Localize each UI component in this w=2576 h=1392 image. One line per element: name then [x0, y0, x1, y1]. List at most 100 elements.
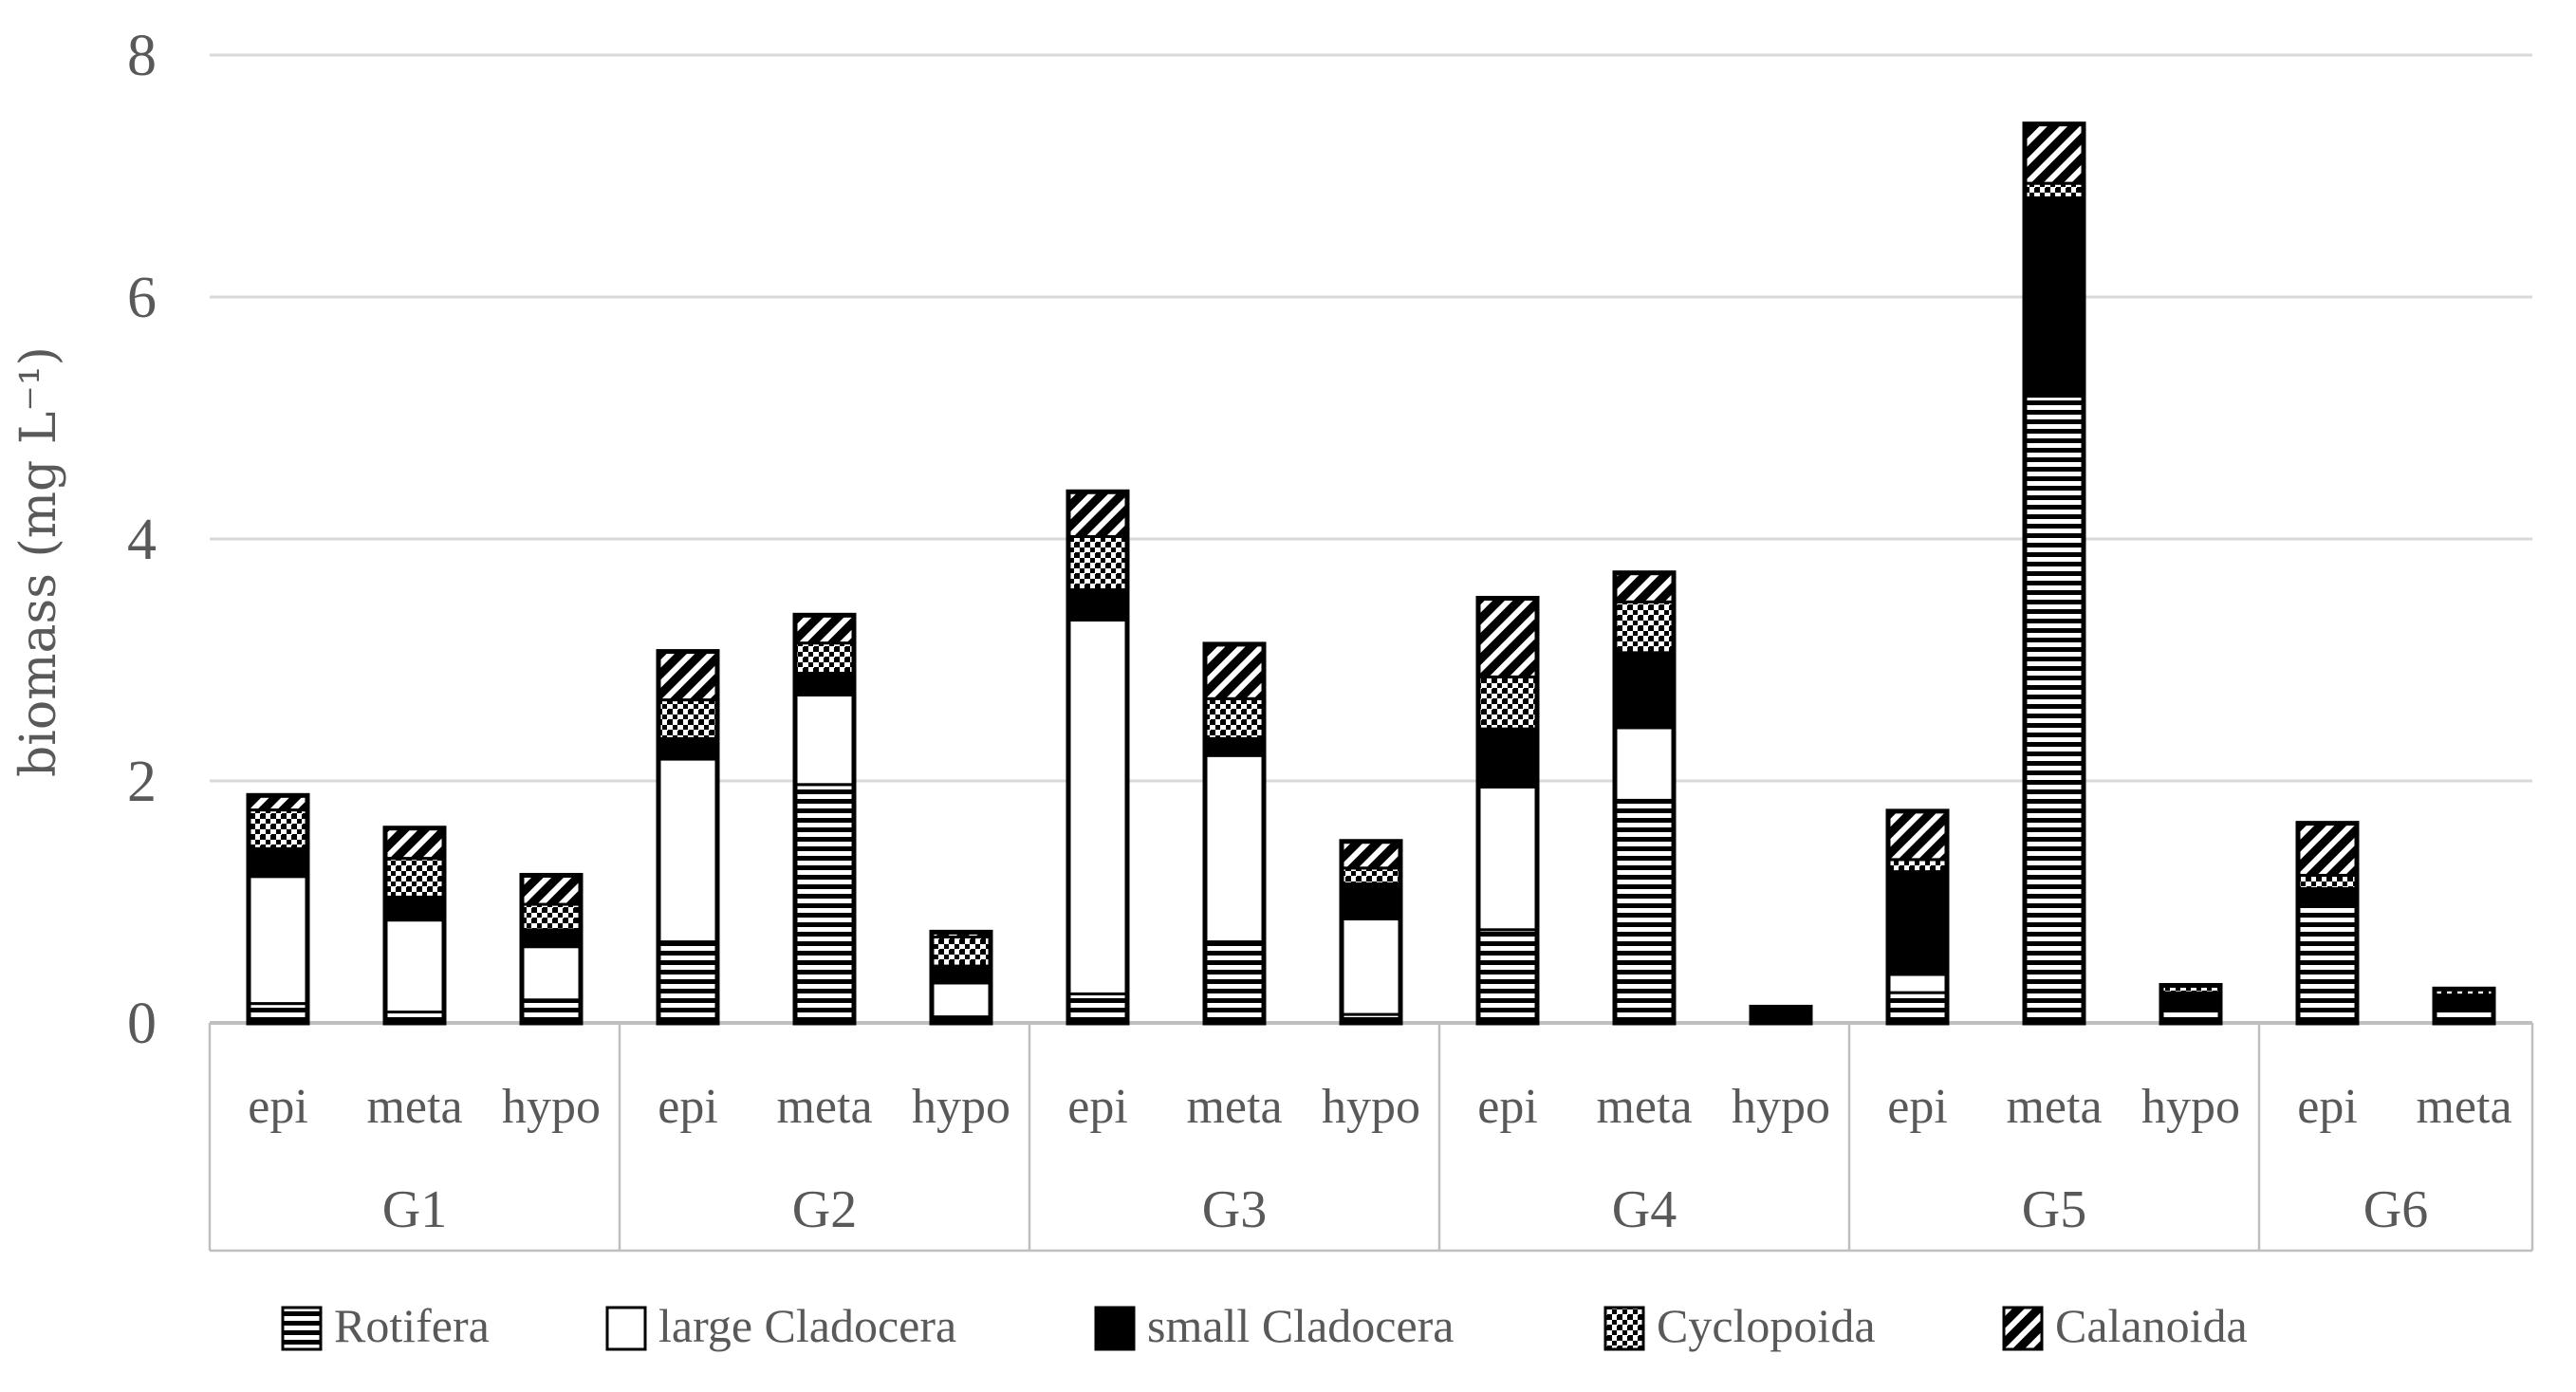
- legend-swatch-Calanoida: [2002, 1306, 2044, 1351]
- bar-segment-large-Cladocera: [383, 919, 446, 1014]
- depth-label: meta: [2416, 1080, 2511, 1134]
- depth-label: epi: [1887, 1080, 1948, 1134]
- bar-segment-Cyclopoida: [1066, 534, 1129, 592]
- depth-label: meta: [366, 1080, 462, 1134]
- bar-segment-small-Cladocera: [1066, 588, 1129, 622]
- legend-swatch-Cyclopoida: [1603, 1306, 1645, 1351]
- bar-outline: [2022, 121, 2086, 1026]
- depth-label: meta: [776, 1080, 872, 1134]
- bar-segment-large-Cladocera: [1340, 917, 1402, 1016]
- depth-label: hypo: [912, 1080, 1010, 1134]
- bar-segment-Calanoida: [2023, 122, 2085, 185]
- legend-label: large Cladocera: [658, 1299, 956, 1352]
- bar-segment-Calanoida: [1613, 571, 1676, 603]
- bar-segment-Calanoida: [383, 826, 446, 861]
- y-tick-label: 2: [127, 750, 157, 814]
- bar-segment-Rotifera: [1886, 991, 1949, 1025]
- bar-segment-Rotifera: [247, 1002, 309, 1025]
- bar-segment-small-Cladocera: [383, 895, 446, 922]
- bar-segment-large-Cladocera: [1886, 973, 1949, 994]
- bar-segment-Calanoida: [2296, 822, 2359, 877]
- depth-label: epi: [658, 1080, 718, 1134]
- group-label: G2: [792, 1180, 857, 1239]
- bar-segment-Cyclopoida: [2023, 181, 2085, 199]
- bar-segment-large-Cladocera: [1476, 785, 1539, 932]
- bar-segment-small-Cladocera: [930, 964, 992, 985]
- y-tick-label: 4: [127, 508, 157, 572]
- bar-outline: [2295, 821, 2360, 1026]
- depth-label: epi: [1067, 1080, 1128, 1134]
- legend-swatch-Rotifera: [281, 1306, 323, 1351]
- bar-segment-large-Cladocera: [1066, 618, 1129, 995]
- legend-swatch-large-Cladocera: [605, 1306, 647, 1351]
- legend-label: Rotifera: [334, 1299, 490, 1352]
- bar-segment-Rotifera: [2023, 395, 2085, 1025]
- depth-label: meta: [1596, 1080, 1692, 1134]
- bar-segment-small-Cladocera: [2296, 886, 2359, 906]
- y-tick-label: 0: [127, 992, 157, 1056]
- depth-label: epi: [248, 1080, 308, 1134]
- bar-segment-large-Cladocera: [1613, 726, 1676, 802]
- depth-label: meta: [1186, 1080, 1282, 1134]
- legend-label: Calanoida: [2055, 1299, 2248, 1352]
- bar-segment-large-Cladocera: [930, 981, 992, 1019]
- bar-segment-Rotifera: [1203, 940, 1266, 1025]
- y-tick-label: 6: [127, 266, 157, 330]
- bar-outline: [1202, 641, 1267, 1026]
- bar-segment-Cyclopoida: [1613, 600, 1676, 655]
- bar-segment-Calanoida: [1476, 596, 1539, 678]
- bar-segment-Cyclopoida: [520, 902, 583, 932]
- bar-outline: [1885, 808, 1950, 1026]
- bar-outline: [656, 649, 720, 1026]
- bar-outline: [1339, 839, 1403, 1026]
- bar-outline: [929, 929, 993, 1026]
- depth-label: meta: [2006, 1080, 2102, 1134]
- bar-outline: [382, 826, 447, 1026]
- bar-segment-Calanoida: [793, 613, 856, 645]
- bar-segment-small-Cladocera: [1203, 736, 1266, 757]
- bar-segment-Cyclopoida: [657, 698, 719, 740]
- bar-segment-Rotifera: [657, 940, 719, 1025]
- group-label: G4: [1612, 1180, 1677, 1239]
- depth-label: hypo: [502, 1080, 601, 1134]
- bar-segment-Rotifera: [793, 783, 856, 1025]
- bar-segment-small-Cladocera: [2159, 991, 2222, 1012]
- bar-segment-small-Cladocera: [657, 736, 719, 761]
- bar-segment-large-Cladocera: [793, 693, 856, 787]
- bar-segment-small-Cladocera: [2023, 195, 2085, 399]
- bar-outline: [792, 612, 857, 1026]
- bar-outline: [246, 792, 310, 1026]
- group-label: G3: [1202, 1180, 1267, 1239]
- bar-segment-large-Cladocera: [520, 945, 583, 1002]
- bar-outline: [1066, 489, 1130, 1026]
- bar-outline: [2159, 982, 2223, 1026]
- group-label: G6: [2363, 1180, 2428, 1239]
- bar-segment-Cyclopoida: [930, 935, 992, 968]
- group-label: G5: [2022, 1180, 2086, 1239]
- bar-segment-Calanoida: [1066, 490, 1129, 538]
- bar-segment-Calanoida: [520, 873, 583, 906]
- bar-segment-small-Cladocera: [1886, 870, 1949, 976]
- legend-swatch-small-Cladocera: [1094, 1306, 1136, 1351]
- y-axis-title: biomass (mg L⁻¹): [10, 346, 67, 777]
- bar-segment-Rotifera: [1613, 798, 1676, 1025]
- depth-label: hypo: [1322, 1080, 1420, 1134]
- bar-outline: [1749, 1004, 1813, 1026]
- bar-segment-large-Cladocera: [1203, 753, 1266, 944]
- group-label: G1: [382, 1180, 447, 1239]
- legend-label: small Cladocera: [1147, 1299, 1455, 1352]
- bar-outline: [1475, 595, 1540, 1026]
- bar-segment-small-Cladocera: [1340, 882, 1402, 920]
- bar-segment-Calanoida: [1340, 840, 1402, 870]
- bar-segment-small-Cladocera: [2433, 993, 2495, 1012]
- bar-segment-large-Cladocera: [247, 875, 309, 1006]
- bar-segment-small-Cladocera: [1476, 727, 1539, 789]
- depth-label: epi: [1477, 1080, 1538, 1134]
- bar-segment-Cyclopoida: [1203, 696, 1266, 740]
- legend-label: Cyclopoida: [1657, 1299, 1876, 1352]
- bar-segment-large-Cladocera: [657, 757, 719, 944]
- bar-segment-Rotifera: [2296, 902, 2359, 1025]
- bar-outline: [519, 872, 584, 1026]
